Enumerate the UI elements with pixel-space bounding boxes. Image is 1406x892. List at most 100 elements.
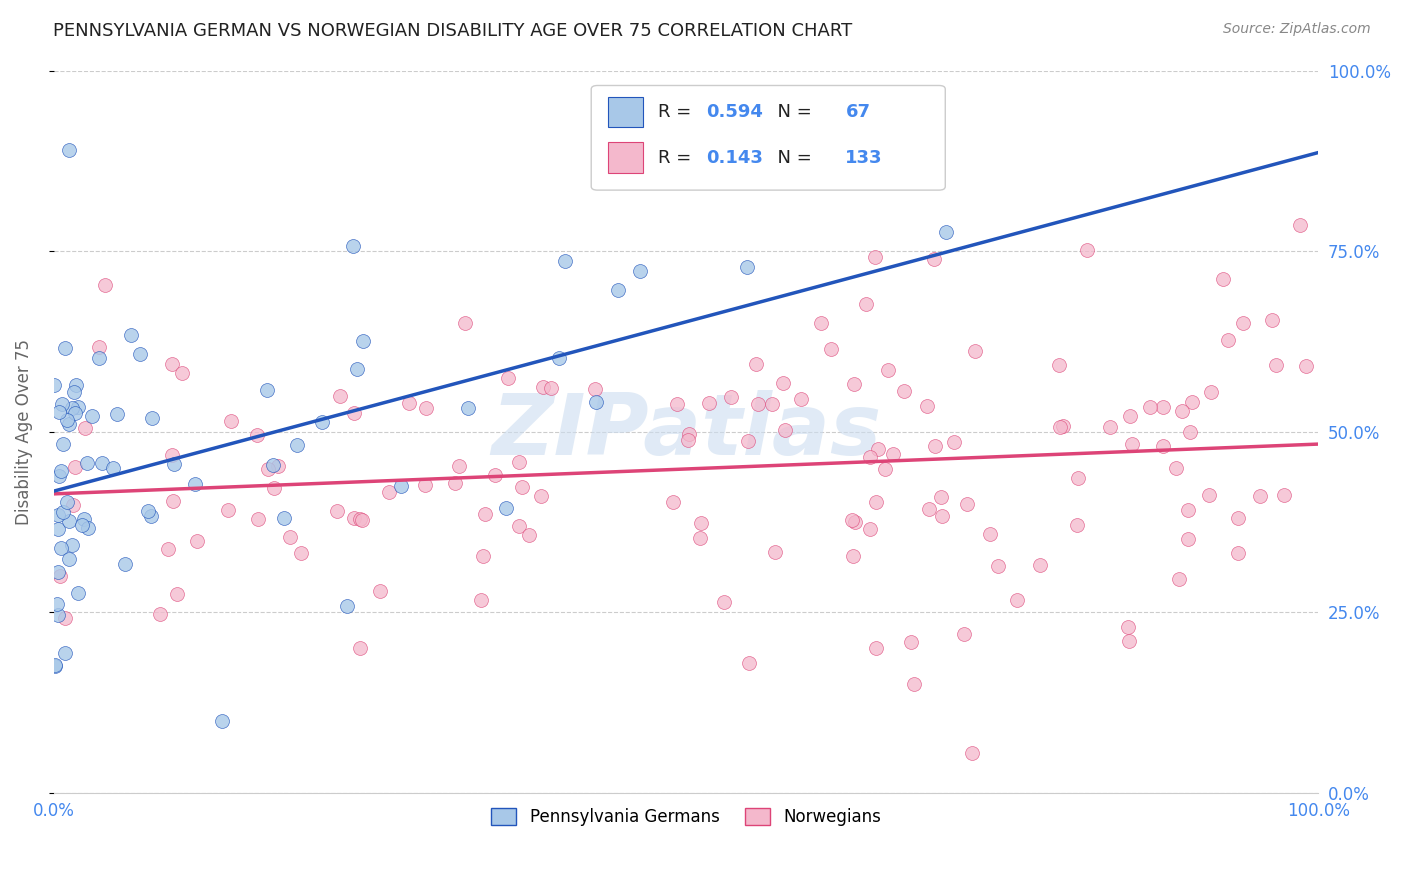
- Point: [349, 512, 371, 526]
- Point: [91, 456, 114, 470]
- Point: [713, 595, 735, 609]
- Point: [810, 317, 832, 331]
- Point: [1216, 334, 1239, 348]
- Point: [865, 641, 887, 656]
- Point: [326, 504, 349, 518]
- Point: [183, 477, 205, 491]
- Point: [1121, 437, 1143, 451]
- Point: [922, 252, 945, 266]
- Point: [80, 409, 103, 424]
- Point: [1076, 244, 1098, 258]
- Point: [247, 512, 270, 526]
- Point: [457, 401, 479, 416]
- Text: N =: N =: [766, 103, 817, 121]
- Point: [52, 504, 75, 518]
- Point: [943, 434, 966, 449]
- Point: [1198, 488, 1220, 502]
- Point: [329, 389, 352, 403]
- Point: [60, 538, 83, 552]
- Point: [141, 411, 163, 425]
- Point: [1005, 592, 1028, 607]
- Point: [166, 587, 188, 601]
- Point: [55, 611, 77, 625]
- Point: [678, 426, 700, 441]
- Point: [162, 448, 184, 462]
- Point: [1265, 358, 1288, 372]
- Point: [1249, 489, 1271, 503]
- Point: [105, 407, 128, 421]
- Point: [1118, 634, 1140, 648]
- Point: [1212, 271, 1234, 285]
- Point: [48, 508, 70, 522]
- Point: [745, 357, 768, 371]
- Point: [676, 433, 699, 447]
- Point: [841, 514, 863, 528]
- Point: [554, 253, 576, 268]
- Point: [287, 438, 309, 452]
- Point: [1178, 425, 1201, 439]
- Point: [1289, 218, 1312, 232]
- Point: [859, 522, 882, 536]
- Point: [278, 530, 301, 544]
- Point: [1181, 395, 1204, 409]
- Point: [60, 401, 83, 416]
- Point: [508, 455, 530, 469]
- Point: [1152, 439, 1174, 453]
- Point: [87, 351, 110, 366]
- Point: [1199, 385, 1222, 400]
- Point: [48, 405, 70, 419]
- Point: [531, 380, 554, 394]
- Text: 67: 67: [845, 103, 870, 121]
- Point: [583, 382, 606, 396]
- Point: [540, 381, 562, 395]
- Point: [89, 340, 111, 354]
- Text: PENNSYLVANIA GERMAN VS NORWEGIAN DISABILITY AGE OVER 75 CORRELATION CHART: PENNSYLVANIA GERMAN VS NORWEGIAN DISABIL…: [53, 22, 852, 40]
- Point: [77, 521, 100, 535]
- Point: [935, 225, 957, 239]
- Point: [46, 597, 69, 611]
- Point: [67, 586, 90, 600]
- Point: [160, 357, 183, 371]
- Point: [1066, 517, 1088, 532]
- Point: [378, 485, 401, 500]
- Point: [263, 481, 285, 495]
- Point: [1164, 460, 1187, 475]
- Point: [859, 450, 882, 465]
- Point: [1098, 419, 1121, 434]
- Point: [120, 328, 142, 343]
- Point: [510, 480, 533, 494]
- Point: [508, 519, 530, 533]
- Point: [931, 490, 953, 504]
- Point: [979, 527, 1001, 541]
- Text: 133: 133: [845, 149, 883, 167]
- Point: [1067, 471, 1090, 485]
- Point: [737, 260, 759, 274]
- Point: [156, 542, 179, 557]
- Point: [530, 489, 553, 503]
- Point: [46, 522, 69, 536]
- Point: [918, 502, 941, 516]
- FancyBboxPatch shape: [607, 97, 643, 128]
- Point: [66, 400, 89, 414]
- Point: [336, 599, 359, 614]
- Point: [1171, 404, 1194, 418]
- Point: [498, 371, 520, 385]
- Point: [1052, 418, 1074, 433]
- Point: [772, 376, 794, 391]
- Point: [58, 417, 80, 431]
- Point: [761, 397, 783, 411]
- Point: [720, 391, 742, 405]
- Text: R =: R =: [658, 103, 697, 121]
- Point: [820, 343, 842, 357]
- Point: [1116, 620, 1139, 634]
- Point: [1232, 316, 1254, 330]
- Point: [773, 423, 796, 437]
- Point: [51, 397, 73, 411]
- Point: [346, 362, 368, 376]
- Point: [875, 462, 897, 476]
- Text: 0.594: 0.594: [706, 103, 763, 121]
- Point: [217, 503, 239, 517]
- Point: [1029, 558, 1052, 573]
- Point: [51, 541, 73, 555]
- Point: [58, 144, 80, 158]
